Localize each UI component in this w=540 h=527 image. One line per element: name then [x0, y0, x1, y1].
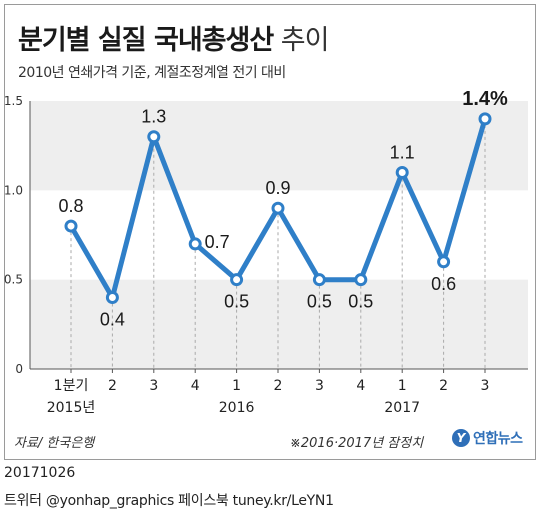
y-tick-labels: 0 0.5 1.0 1.5 — [4, 94, 23, 376]
data-label: 1.4% — [462, 88, 508, 110]
data-label: 0.5 — [348, 292, 373, 312]
data-label: 0.4 — [100, 310, 125, 330]
data-label: 1.1 — [390, 142, 415, 162]
x-tick-label: 3 — [149, 378, 158, 394]
data-point — [354, 273, 368, 287]
publish-date: 20171026 — [4, 465, 76, 481]
data-point — [395, 165, 409, 179]
data-point — [478, 112, 492, 126]
x-tick-label: 4 — [356, 378, 365, 394]
data-point — [188, 237, 202, 251]
data-labels: 0.8 0.4 1.3 0.7 0.5 0.9 0.5 0.5 1.1 0.6 1.4% — [58, 88, 508, 330]
x-tick-label: 3 — [315, 378, 324, 394]
chart-subtitle: 2010년 연쇄가격 기준, 계절조정계열 전기 대비 — [18, 65, 286, 81]
data-point — [271, 201, 285, 215]
x-tick-label: 3 — [481, 378, 490, 394]
y-tick-label: 0 — [15, 362, 23, 376]
data-point — [105, 291, 119, 305]
title-light: 추이 — [280, 25, 330, 56]
x-tick-label: 1 — [232, 378, 241, 394]
axes — [29, 101, 528, 373]
drop-lines — [70, 118, 486, 369]
x-tick-labels: 1분기 2 3 4 1 2 3 4 1 2 3 2015년 2016 2017 — [47, 378, 490, 416]
x-tick-label: 1 — [398, 378, 407, 394]
social-credit: 트위터 @yonhap_graphics 페이스북 tuney.kr/LeYN1 — [4, 493, 334, 509]
x-tick-label: 4 — [191, 378, 200, 394]
year-label: 2016 — [219, 400, 255, 416]
logo-mark-icon: Y — [452, 429, 470, 447]
plot-bands — [30, 101, 528, 369]
title-bold: 분기별 실질 국내총생산 — [18, 25, 274, 56]
data-point — [312, 273, 326, 287]
year-label: 2017 — [384, 400, 420, 416]
data-label: 0.6 — [431, 274, 456, 294]
data-label: 0.7 — [205, 232, 230, 252]
x-tick-label: 1분기 — [54, 378, 89, 394]
band-1-0-to-1-5 — [30, 101, 528, 191]
chart-title: 분기별 실질 국내총생산 추이 — [18, 18, 330, 57]
x-tick-label: 2 — [108, 378, 117, 394]
y-tick-label: 1.0 — [4, 183, 23, 197]
x-tick-label: 2 — [274, 378, 283, 394]
data-point — [147, 130, 161, 144]
data-markers — [64, 112, 492, 305]
logo-text: 연합뉴스 — [473, 431, 523, 447]
data-point — [64, 219, 78, 233]
y-tick-label: 0.5 — [4, 273, 23, 287]
provisional-note: ※2016·2017년 잠정치 — [290, 436, 424, 451]
data-label: 0.8 — [58, 196, 83, 216]
y-tick-label: 1.5 — [4, 94, 23, 108]
data-label: 1.3 — [141, 107, 166, 127]
data-point — [230, 273, 244, 287]
graphic-frame — [4, 4, 536, 460]
source-label: 자료/ 한국은행 — [14, 436, 95, 451]
data-label: 0.5 — [224, 292, 249, 312]
x-tick-label: 2 — [439, 378, 448, 394]
data-label: 0.9 — [265, 178, 290, 198]
data-point — [437, 255, 451, 269]
year-label: 2015년 — [47, 400, 96, 416]
yonhap-logo: Y 연합뉴스 — [452, 428, 523, 448]
line-chart: 0 0.5 1.0 1.5 1분기 2 3 4 1 2 3 4 1 2 3 2015년 2016 2017 0.… — [4, 88, 528, 416]
data-label: 0.5 — [307, 292, 332, 312]
